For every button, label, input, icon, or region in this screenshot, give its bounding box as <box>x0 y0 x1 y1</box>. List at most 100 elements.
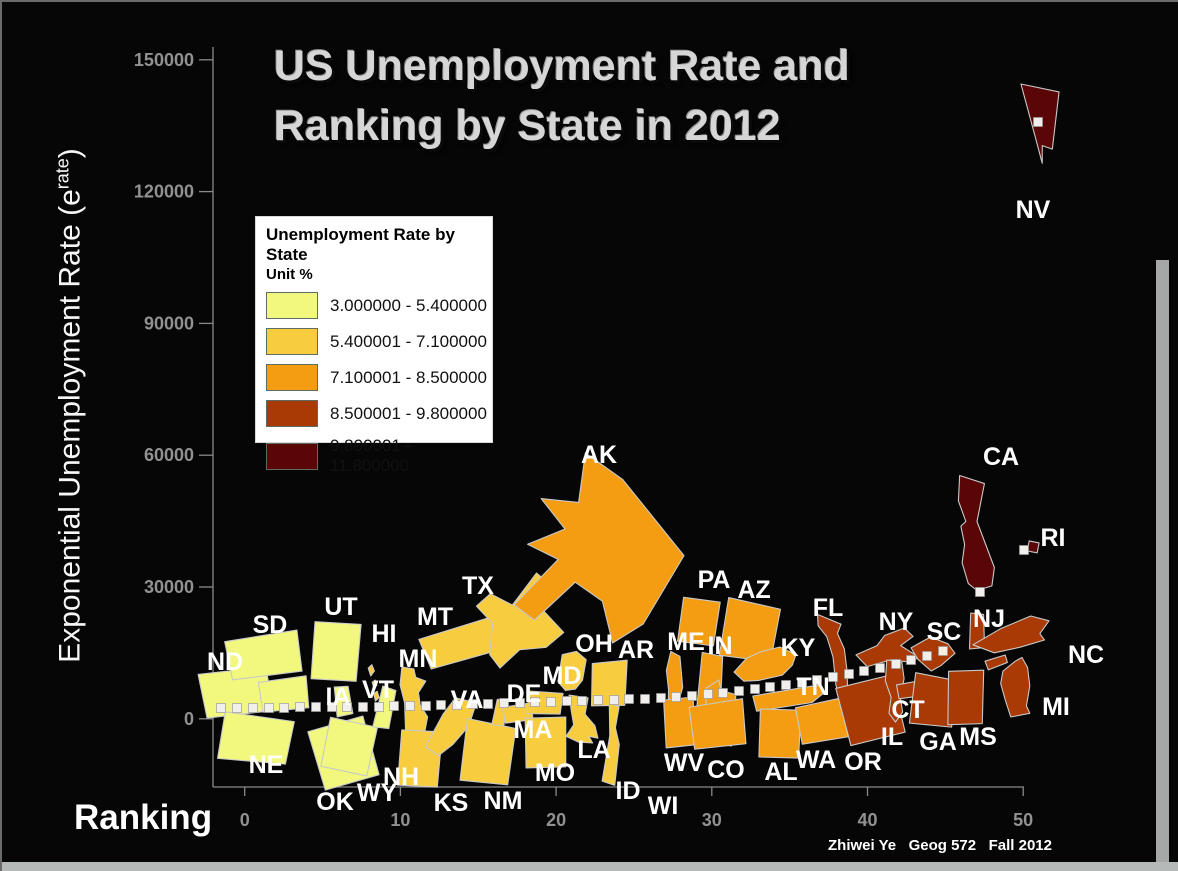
marker-ME[interactable] <box>609 695 619 705</box>
state-label-AK: AK <box>581 441 617 469</box>
marker-WV[interactable] <box>656 693 666 703</box>
marker-MD[interactable] <box>499 698 509 708</box>
marker-NJ[interactable] <box>906 655 916 665</box>
marker-MN[interactable] <box>389 701 399 711</box>
state-shape-KY[interactable] <box>734 647 796 681</box>
right-edge-strip <box>1156 260 1169 864</box>
marker-ND[interactable] <box>216 703 226 713</box>
state-shape-IL[interactable] <box>885 660 904 722</box>
marker-KS[interactable] <box>405 701 415 711</box>
marker-LA[interactable] <box>562 696 572 706</box>
state-shape-SD[interactable] <box>224 630 302 680</box>
legend-box: Unemployment Rate by State Unit % 3.0000… <box>255 216 493 475</box>
marker-ID[interactable] <box>577 696 587 706</box>
chart-title-line2: Ranking by State in 2012 <box>274 102 781 150</box>
legend-swatch-3 <box>266 364 318 391</box>
state-label-ND: ND <box>207 648 243 676</box>
state-shape-PA[interactable] <box>674 595 722 649</box>
state-shape-MS[interactable] <box>945 668 986 727</box>
marker-HI[interactable] <box>279 703 289 713</box>
marker-IN[interactable] <box>624 694 634 704</box>
state-shape-NC[interactable] <box>973 616 1049 653</box>
marker-NV[interactable] <box>1033 117 1043 127</box>
x-tick-label: 40 <box>857 810 877 830</box>
state-label-IA: IA <box>326 683 351 711</box>
marker-KY[interactable] <box>718 688 728 698</box>
state-shape-LA[interactable] <box>566 695 598 743</box>
marker-WY[interactable] <box>342 702 352 712</box>
state-shape-WV[interactable] <box>664 697 695 748</box>
marker-SC[interactable] <box>859 666 869 676</box>
state-label-WV: WV <box>664 749 705 777</box>
legend-row-1: 3.000000 - 5.400000 <box>266 292 492 319</box>
state-shape-CO[interactable] <box>689 699 746 750</box>
state-shape-SC[interactable] <box>911 637 955 671</box>
state-shape-VA[interactable] <box>418 694 484 757</box>
state-label-MD: MD <box>543 662 582 690</box>
marker-MI[interactable] <box>938 646 948 656</box>
marker-OH[interactable] <box>530 697 540 707</box>
state-shape-NE[interactable] <box>217 711 294 764</box>
state-shape-UT[interactable] <box>307 618 364 685</box>
marker-OR[interactable] <box>797 678 807 688</box>
state-shape-OH[interactable] <box>557 650 587 692</box>
marker-MO[interactable] <box>515 698 525 708</box>
state-shape-MN[interactable] <box>400 667 428 731</box>
marker-TN[interactable] <box>734 686 744 696</box>
marker-SD[interactable] <box>232 703 242 713</box>
state-shape-NY[interactable] <box>856 628 918 667</box>
marker-GA[interactable] <box>875 663 885 673</box>
state-shape-MI[interactable] <box>985 655 1030 717</box>
marker-CA[interactable] <box>975 587 985 597</box>
state-shape-WY[interactable] <box>317 714 381 779</box>
marker-MT[interactable] <box>374 702 384 712</box>
marker-IL[interactable] <box>828 672 838 682</box>
marker-VT[interactable] <box>327 702 337 712</box>
marker-AL[interactable] <box>750 684 760 694</box>
state-shape-OR[interactable] <box>835 674 906 746</box>
bottom-edge-strip <box>2 862 1178 871</box>
state-shape-NH[interactable] <box>373 686 397 730</box>
state-shape-MD[interactable] <box>527 691 563 714</box>
marker-WA[interactable] <box>781 680 791 690</box>
marker-MS[interactable] <box>891 659 901 669</box>
marker-UT[interactable] <box>264 703 274 713</box>
state-shape-TN[interactable] <box>752 685 823 712</box>
marker-IA[interactable] <box>311 702 321 712</box>
state-label-NM: NM <box>484 787 523 815</box>
marker-TX[interactable] <box>421 701 431 711</box>
state-label-OK: OK <box>316 788 354 816</box>
marker-FL[interactable] <box>765 682 775 692</box>
marker-NH[interactable] <box>358 702 368 712</box>
marker-PA[interactable] <box>687 691 697 701</box>
marker-AZ[interactable] <box>703 689 713 699</box>
marker-CO[interactable] <box>671 692 681 702</box>
state-shape-AK[interactable] <box>514 453 684 643</box>
marker-NC[interactable] <box>922 651 932 661</box>
marker-AR[interactable] <box>546 697 556 707</box>
state-label-RI: RI <box>1041 524 1066 552</box>
state-shape-MO[interactable] <box>523 715 569 770</box>
state-shape-AR[interactable] <box>589 658 628 708</box>
state-shape-AL[interactable] <box>755 706 803 761</box>
marker-CT[interactable] <box>844 669 854 679</box>
state-shape-CA[interactable] <box>958 476 994 591</box>
marker-NM[interactable] <box>452 700 462 710</box>
marker-OK[interactable] <box>295 702 305 712</box>
state-label-HI: HI <box>372 620 397 648</box>
marker-MA[interactable] <box>483 699 493 709</box>
state-shape-NM[interactable] <box>460 718 516 785</box>
state-label-MT: MT <box>417 603 453 631</box>
state-label-AL: AL <box>764 758 797 786</box>
marker-WI[interactable] <box>640 694 650 704</box>
marker-DE[interactable] <box>468 699 478 709</box>
state-shape-GA[interactable] <box>909 672 959 727</box>
state-shape-WA[interactable] <box>795 698 848 745</box>
marker-NE[interactable] <box>248 703 258 713</box>
state-label-NY: NY <box>879 608 914 636</box>
marker-RI[interactable] <box>1019 545 1029 555</box>
marker-VA[interactable] <box>436 700 446 710</box>
state-shape-ID[interactable] <box>602 703 622 786</box>
marker-NY[interactable] <box>812 675 822 685</box>
marker-AK[interactable] <box>593 695 603 705</box>
